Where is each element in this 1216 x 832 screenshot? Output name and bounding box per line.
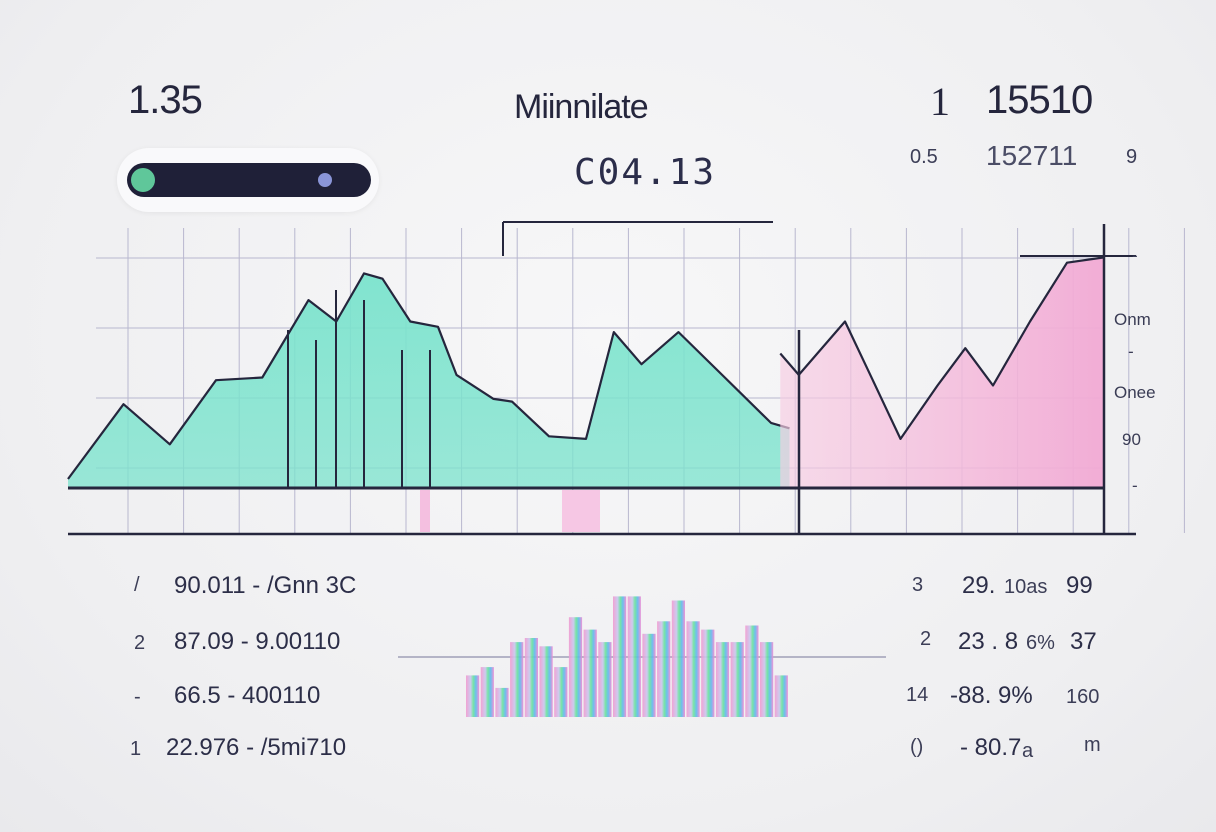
- left-row-index: /: [134, 574, 140, 596]
- right-value-a: 1: [930, 79, 950, 124]
- bar: [686, 621, 700, 717]
- right-row-index: 3: [912, 574, 924, 596]
- bar: [642, 633, 656, 717]
- range-slider[interactable]: [117, 148, 379, 212]
- bar: [554, 667, 568, 717]
- right-row-unit: 10as: [1004, 576, 1048, 598]
- left-row-index: -: [134, 686, 141, 708]
- bar: [730, 642, 744, 717]
- line-series-pink: [779, 256, 1105, 440]
- bar: [598, 642, 612, 717]
- chart-frame: [68, 221, 1136, 536]
- right-row-value: - 80.7: [960, 734, 1022, 761]
- area-series-teal: [68, 273, 790, 487]
- chart-areas: [67, 256, 1105, 532]
- bar: [657, 621, 671, 717]
- axis-label-3: Onee: [1114, 383, 1156, 402]
- right-row-end: m: [1084, 734, 1101, 756]
- right-sub-b: 152711: [986, 140, 1078, 171]
- right-row-unit: a: [1022, 740, 1034, 762]
- bar: [568, 617, 583, 717]
- bar: [745, 625, 759, 717]
- bar: [480, 667, 494, 717]
- left-value: 1.35: [128, 78, 203, 122]
- left-row-text: 66.5 - 400110: [174, 682, 321, 709]
- bar: [715, 642, 730, 717]
- slider-track[interactable]: [127, 163, 371, 197]
- right-row-index: 2: [920, 628, 932, 650]
- right-row-end: 160: [1066, 686, 1100, 708]
- bar: [760, 642, 774, 717]
- bar: [613, 596, 627, 717]
- bar: [539, 646, 553, 717]
- bar: [510, 642, 524, 717]
- bar: [701, 629, 715, 717]
- right-row-value: 29.: [962, 572, 996, 599]
- slider-handle-start[interactable]: [131, 168, 155, 192]
- right-row-end: 99: [1066, 572, 1093, 599]
- chart-subtitle: C04.13: [574, 152, 717, 193]
- axis-label-4: 90: [1122, 430, 1141, 449]
- axis-label-2: -: [1128, 342, 1134, 361]
- area-series-pink: [780, 257, 1104, 487]
- bar: [583, 629, 597, 717]
- bar: [774, 675, 788, 717]
- right-row-index: (): [910, 736, 924, 758]
- right-sub-c: 9: [1126, 146, 1138, 168]
- right-row-value: -88. 9%: [950, 682, 1033, 709]
- left-row-index: 1: [130, 738, 142, 760]
- bar-chart: [398, 596, 886, 717]
- slider-handle-end[interactable]: [318, 173, 332, 187]
- pink-marker: [420, 490, 430, 532]
- left-row-text: 22.976 - /5mi710: [166, 734, 347, 761]
- axis-label-1: Onm: [1114, 310, 1151, 329]
- bar: [466, 675, 480, 717]
- right-row-index: 14: [906, 684, 929, 706]
- right-sub-a: 0.5: [910, 146, 938, 168]
- right-value-b: 15510: [986, 78, 1093, 122]
- bar: [627, 596, 641, 717]
- left-row-index: 2: [134, 632, 146, 654]
- right-row-value: 23 . 8: [958, 628, 1019, 655]
- axis-label-5: -: [1132, 246, 1138, 265]
- chart-title: Miinnilate: [514, 88, 649, 126]
- right-row-end: 37: [1070, 628, 1097, 655]
- right-row-unit: 6%: [1026, 632, 1055, 654]
- axis-label-6: -: [1132, 476, 1138, 495]
- bar: [671, 600, 685, 717]
- pink-marker: [562, 490, 600, 532]
- left-row-text: 87.09 - 9.00110: [174, 628, 341, 655]
- left-row-text: 90.011 - /Gnn 3C: [174, 572, 357, 599]
- bar: [524, 638, 538, 717]
- line-series-teal: [67, 272, 790, 480]
- bar: [495, 687, 509, 717]
